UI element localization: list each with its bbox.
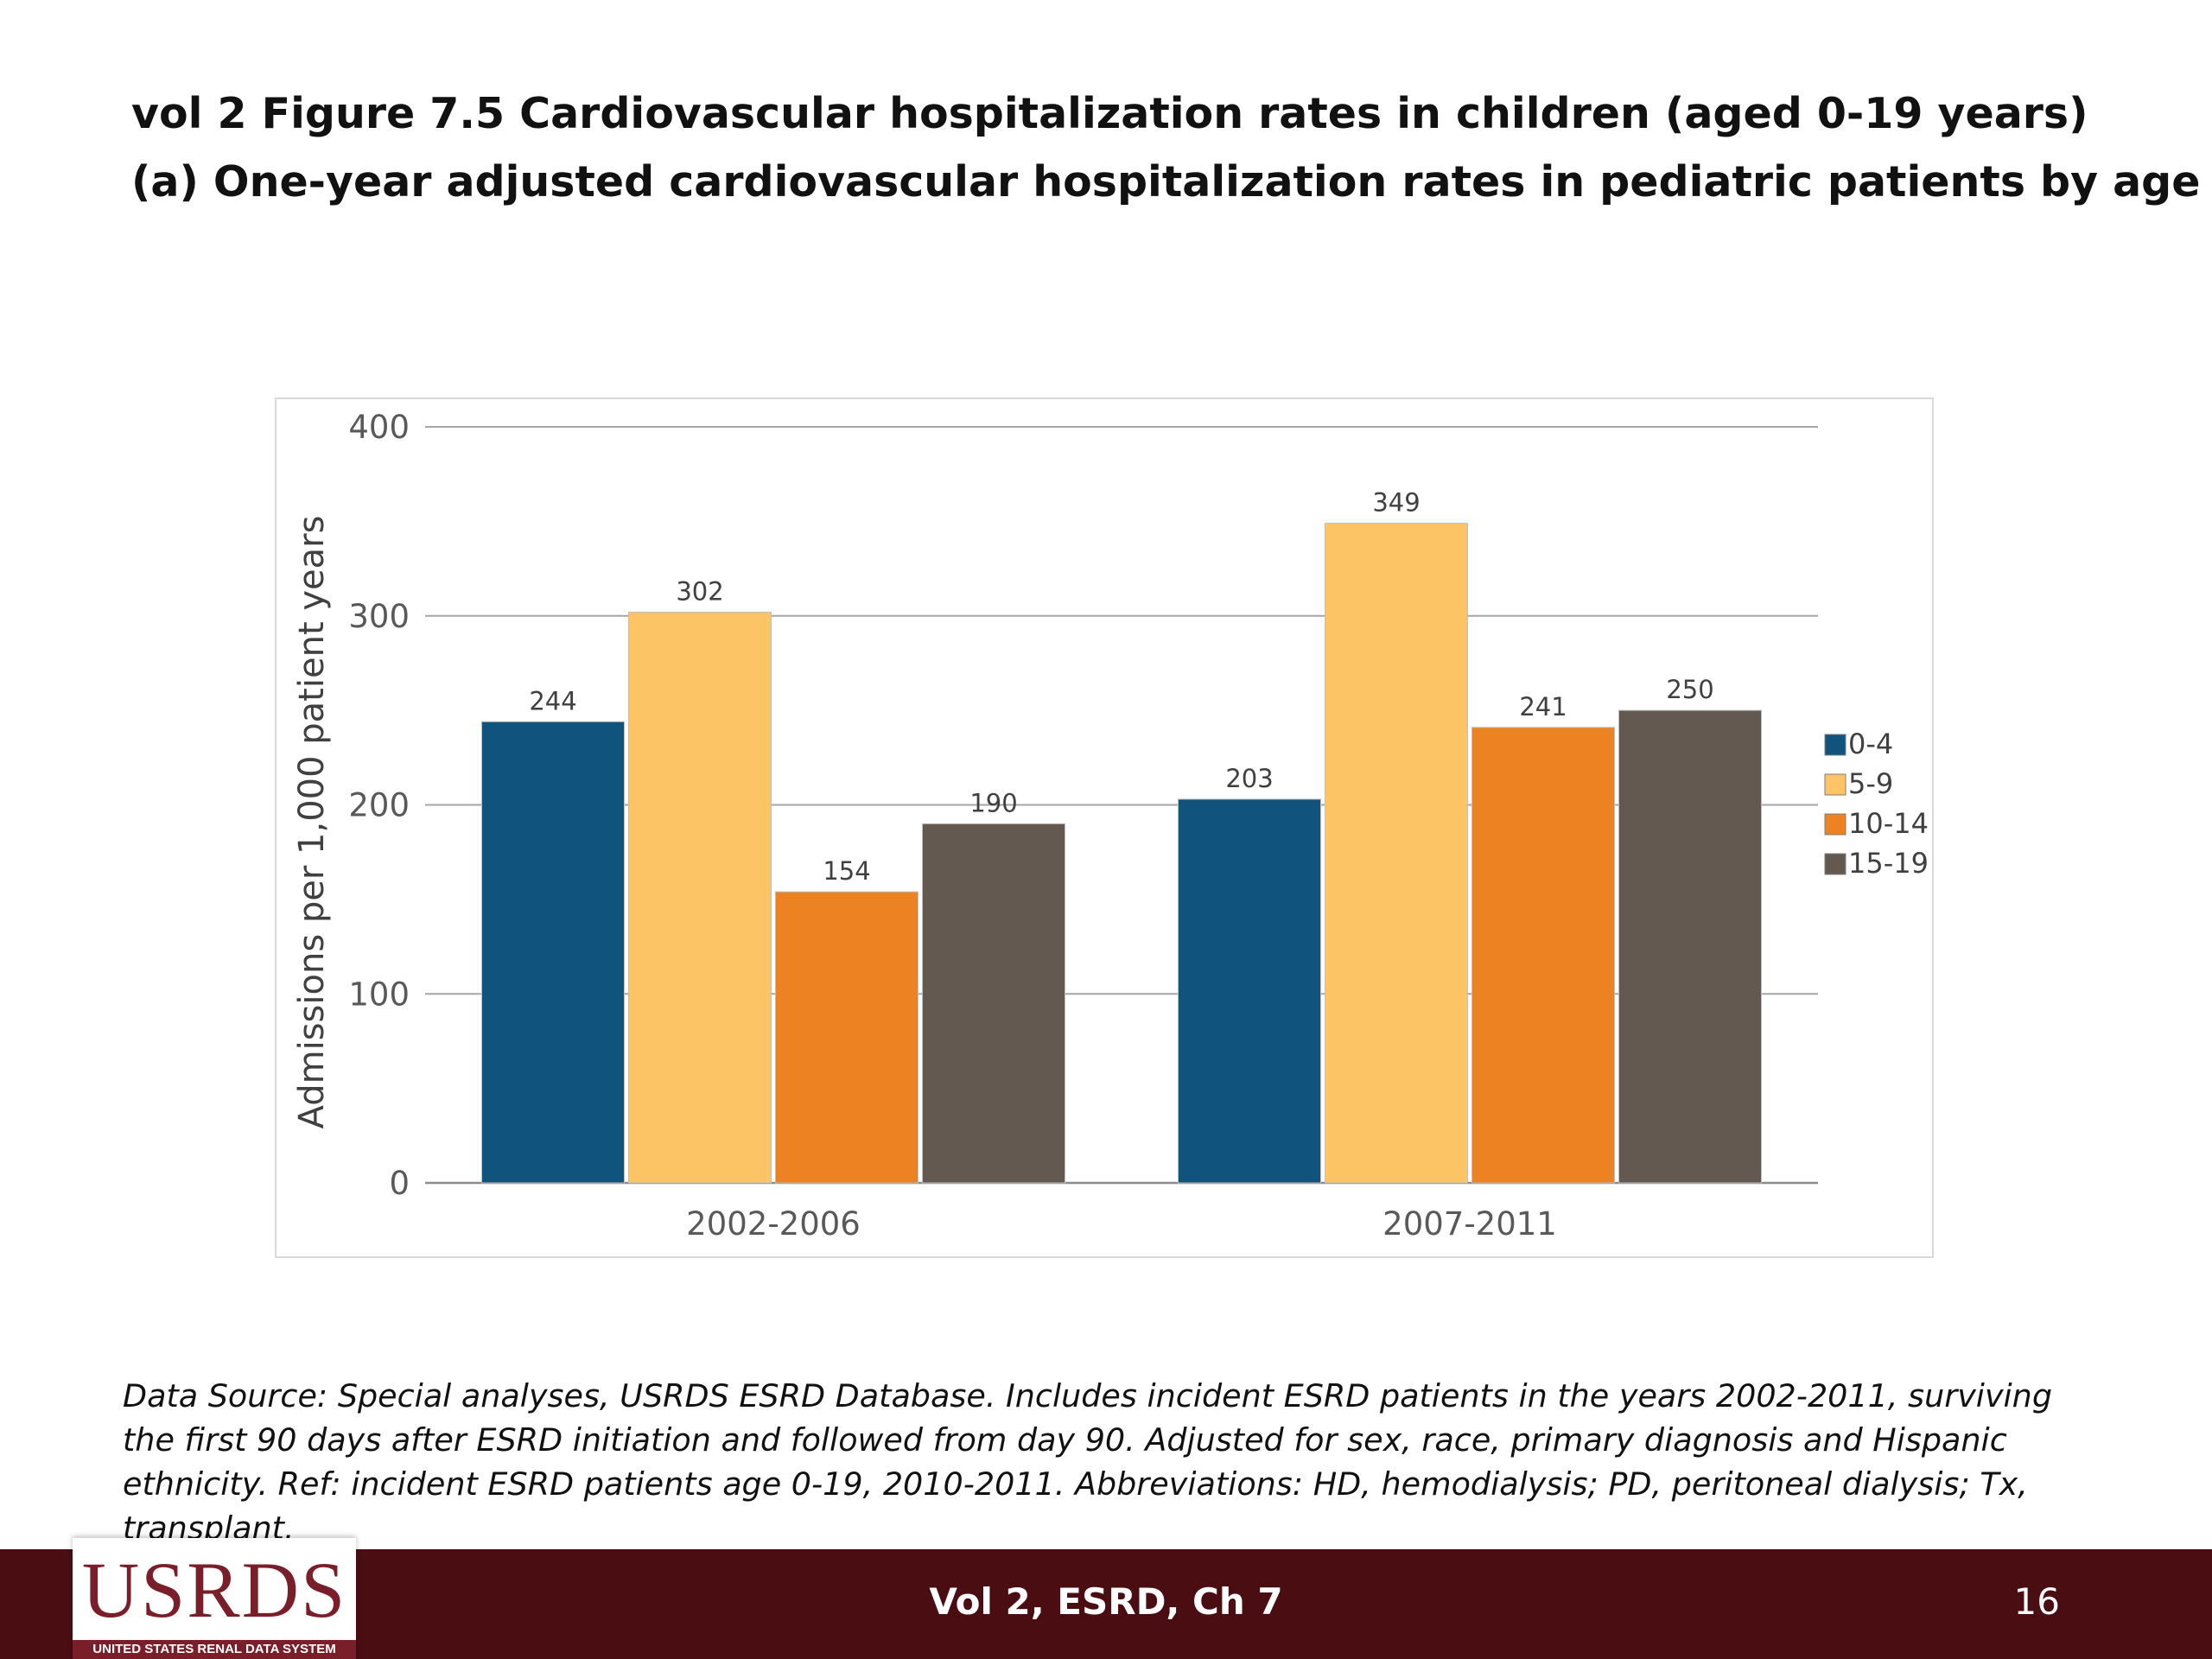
data-label: 203 <box>1225 764 1273 793</box>
x-tick-label: 2002-2006 <box>686 1205 861 1243</box>
y-axis-title: Admissions per 1,000 patient years <box>292 516 332 1129</box>
legend-label: 10-14 <box>1848 807 1929 840</box>
data-label: 190 <box>969 788 1017 817</box>
y-tick-label: 200 <box>348 787 410 824</box>
footer-bar <box>0 1549 2212 1659</box>
x-tick-label: 2007-2011 <box>1382 1205 1557 1243</box>
legend-label: 0-4 <box>1848 728 1893 760</box>
data-label: 302 <box>676 576 723 606</box>
usrds-logo: USRDS UNITED STATES RENAL DATA SYSTEM <box>73 1538 356 1659</box>
legend-swatch-5-9 <box>1824 773 1847 796</box>
y-tick-label: 400 <box>348 409 410 446</box>
bar-10-14-2002-2006 <box>775 891 918 1184</box>
title-line-1: vol 2 Figure 7.5 Cardiovascular hospital… <box>131 89 2088 138</box>
y-tick-label: 0 <box>389 1165 410 1202</box>
logo-wordmark: USRDS <box>81 1546 347 1634</box>
bar-0-4-2007-2011 <box>1178 798 1321 1184</box>
data-label: 250 <box>1666 675 1713 704</box>
legend-label: 5-9 <box>1848 767 1893 800</box>
legend-label: 15-19 <box>1848 847 1929 880</box>
logo-subtitle: UNITED STATES RENAL DATA SYSTEM <box>73 1640 356 1659</box>
legend-swatch-15-19 <box>1824 853 1847 875</box>
bar-15-19-2007-2011 <box>1618 709 1762 1184</box>
data-label: 154 <box>823 856 870 886</box>
title-line-2: (a) One-year adjusted cardiovascular hos… <box>131 157 2201 207</box>
bar-15-19-2002-2006 <box>922 823 1065 1184</box>
footer-chapter-label: Vol 2, ESRD, Ch 7 <box>929 1580 1283 1623</box>
legend-swatch-0-4 <box>1824 734 1847 756</box>
bar-5-9-2007-2011 <box>1325 523 1468 1184</box>
page-number: 16 <box>2013 1580 2060 1623</box>
legend-swatch-10-14 <box>1824 813 1847 836</box>
data-label: 244 <box>529 686 576 715</box>
data-label: 241 <box>1519 692 1567 721</box>
bar-5-9-2002-2006 <box>628 611 772 1184</box>
bar-0-4-2002-2006 <box>481 721 625 1184</box>
slide-title: vol 2 Figure 7.5 Cardiovascular hospital… <box>131 79 2201 216</box>
y-tick-label: 100 <box>348 976 410 1013</box>
y-tick-label: 300 <box>348 598 410 635</box>
data-source-note: Data Source: Special analyses, USRDS ESR… <box>123 1377 2052 1547</box>
data-label: 349 <box>1372 488 1420 518</box>
bar-10-14-2007-2011 <box>1471 727 1615 1184</box>
